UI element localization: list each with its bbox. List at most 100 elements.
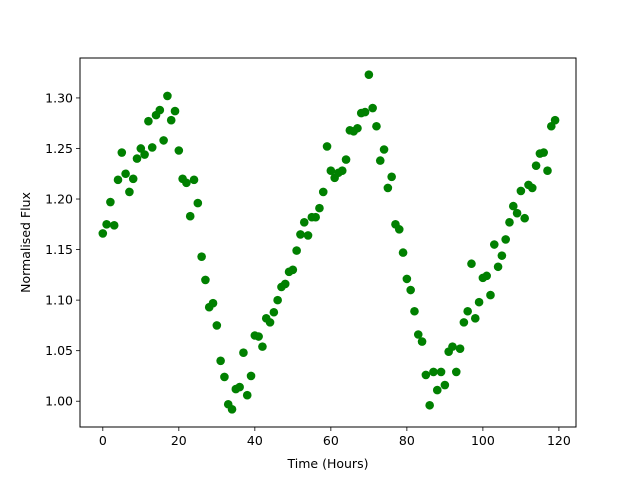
data-point [318,187,328,197]
data-point [315,203,324,213]
data-point [470,314,480,323]
data-point [482,271,491,281]
data-point [140,150,149,159]
data-point [117,148,127,157]
data-point [368,103,377,113]
x-tick-label: 40 [247,433,263,448]
data-point [109,221,119,230]
data-point [486,290,495,300]
data-point [455,344,465,353]
plot-frame [79,57,577,428]
data-point [155,105,165,115]
data-point [212,321,222,330]
x-tick-label: 80 [399,433,415,448]
data-point [429,367,438,377]
data-point [459,318,469,327]
data-point [421,370,431,380]
data-point [353,123,362,133]
data-point [193,198,203,208]
y-tick-label: 1.15 [45,242,73,257]
data-point [360,107,370,117]
data-point [451,367,461,377]
data-point [197,252,206,261]
y-tick-label: 1.00 [45,394,73,409]
data-point [432,385,442,395]
x-tick-label: 120 [547,433,571,448]
data-point [239,348,248,357]
data-point [425,400,434,410]
data-point [189,175,199,185]
data-point [174,146,184,155]
data-point [501,235,510,244]
y-axis-label: Normalised Flux [18,192,33,293]
data-point [322,142,332,151]
data-point [182,178,191,188]
data-point [166,115,176,125]
data-point [508,201,518,211]
y-tick-label: 1.20 [45,192,73,207]
data-point [337,166,347,176]
data-point [113,175,123,185]
data-point [280,279,290,289]
data-point [527,183,537,193]
data-point [410,306,419,316]
data-point [98,229,108,238]
data-point [288,265,298,275]
data-point [311,212,320,222]
data-point [128,174,138,184]
data-point [493,262,503,272]
data-point [326,166,336,176]
data-point [417,337,427,346]
data-point [505,217,514,227]
data-point [292,246,301,255]
data-point [216,356,225,366]
data-point [413,330,423,339]
x-ticks: 0 20 40 60 80 100 120 [99,427,571,448]
data-point [402,274,412,284]
data-point [531,161,541,170]
x-tick-label: 20 [171,433,187,448]
data-point [159,136,168,145]
data-point [242,390,252,400]
data-point [296,230,305,239]
data-point [265,318,275,327]
data-point [448,342,457,351]
data-point [516,186,526,196]
y-tick-label: 1.05 [45,343,73,358]
data-point [387,172,396,182]
data-point [254,332,263,341]
x-axis-label: Time (Hours) [287,456,369,471]
data-point [383,183,393,193]
data-point [364,70,374,79]
data-point [235,382,244,392]
data-point [102,220,111,229]
y-ticks: 1.00 1.05 1.10 1.15 1.20 1.25 1.30 [45,90,80,409]
data-point [132,154,142,163]
data-point [208,298,218,308]
data-point [125,187,134,197]
data-point [341,155,351,164]
data-point [106,197,115,207]
data-point [489,240,499,249]
data-point [185,211,195,221]
data-point [201,275,210,285]
data-point [497,251,507,260]
y-tick-label: 1.10 [45,293,73,308]
data-point [170,106,180,116]
data-point [121,169,130,179]
data-point [550,115,560,125]
y-tick-label: 1.30 [45,90,73,105]
y-tick-label: 1.25 [45,141,73,156]
data-point [258,342,267,351]
data-point [269,307,279,317]
data-point [273,295,282,305]
data-point [474,297,484,307]
data-point [440,380,450,390]
data-point [394,225,404,234]
data-point [163,91,172,101]
data-point [520,213,529,223]
data-point [375,156,385,165]
data-point [227,405,237,414]
